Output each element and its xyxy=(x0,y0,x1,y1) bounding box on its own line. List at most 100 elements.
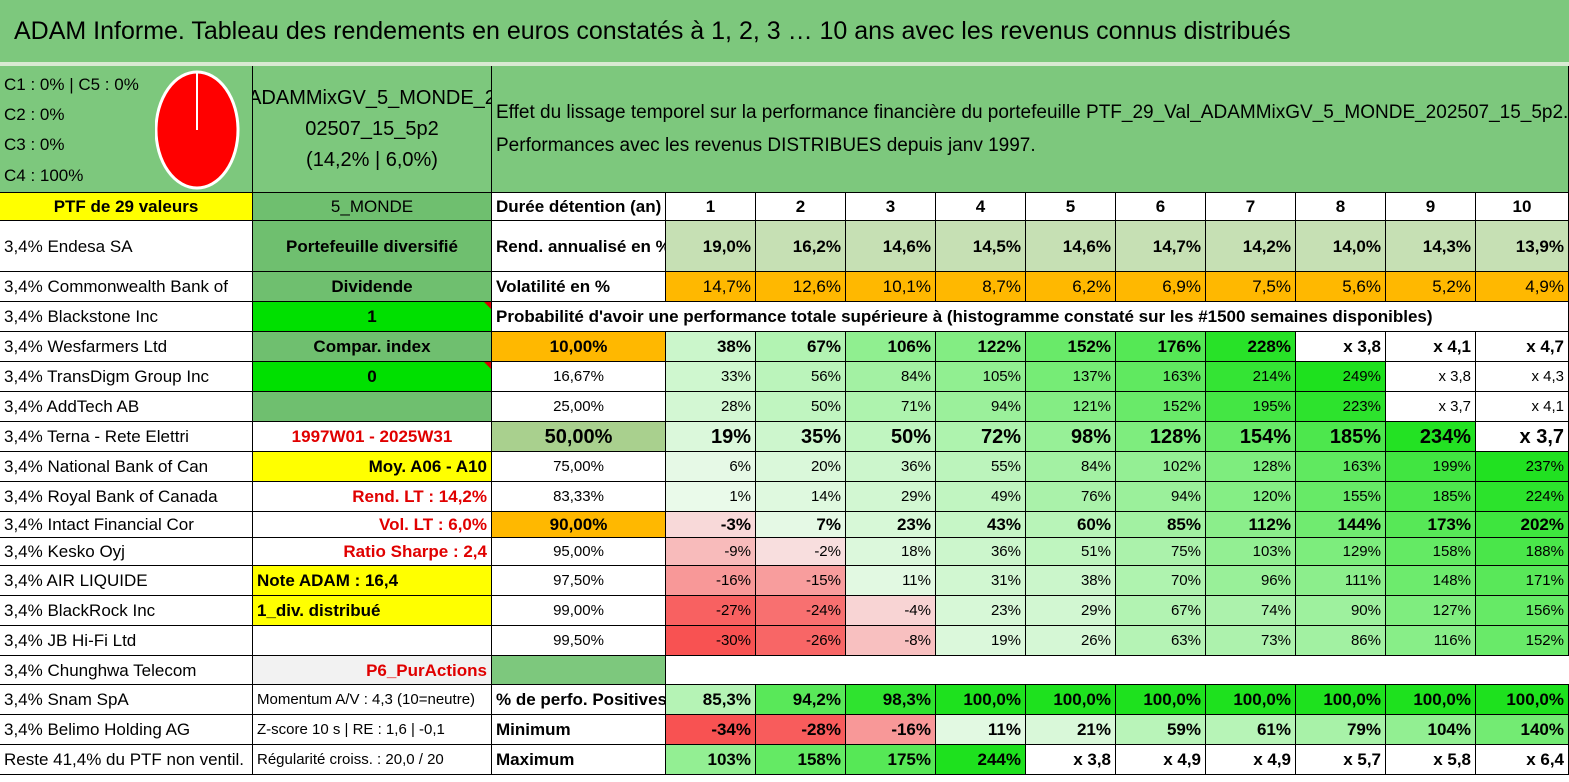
maximum-value: 175% xyxy=(846,745,936,775)
probability-value: 86% xyxy=(1296,626,1386,656)
probability-value: 7% xyxy=(756,512,846,538)
positives-value: 100,0% xyxy=(1116,685,1206,715)
blank-green-cell xyxy=(492,656,666,685)
probability-value: 234% xyxy=(1386,422,1476,452)
probability-value: 36% xyxy=(846,452,936,482)
vol-value: 10,1% xyxy=(846,272,936,302)
probability-value: -16% xyxy=(666,566,756,596)
maximum-value: x 6,4 xyxy=(1476,745,1569,775)
report-title: ADAM Informe. Tableau des rendements en … xyxy=(0,0,1569,62)
probability-threshold: 10,00% xyxy=(492,332,666,362)
holding-row: Reste 41,4% du PTF non ventil. xyxy=(0,745,253,775)
probability-value: -3% xyxy=(666,512,756,538)
probability-value: 148% xyxy=(1386,566,1476,596)
info-cell: 1_div. distribué xyxy=(253,596,492,626)
minimum-value: 79% xyxy=(1296,715,1386,745)
minimum-value: -28% xyxy=(756,715,846,745)
probability-value: 152% xyxy=(1026,332,1116,362)
rend-value: 14,6% xyxy=(1026,221,1116,272)
vol-value: 8,7% xyxy=(936,272,1026,302)
probability-value: 96% xyxy=(1206,566,1296,596)
info-cell xyxy=(253,626,492,656)
probability-value: 223% xyxy=(1296,392,1386,422)
maximum-value: x 3,8 xyxy=(1026,745,1116,775)
info-cell: Régularité croiss. : 20,0 / 20 xyxy=(253,745,492,775)
probability-value: 152% xyxy=(1476,626,1569,656)
probability-value: 90% xyxy=(1296,596,1386,626)
year-header: 10 xyxy=(1476,193,1569,221)
probability-value: -2% xyxy=(756,538,846,566)
year-header: 8 xyxy=(1296,193,1386,221)
year-header: 9 xyxy=(1386,193,1476,221)
portfolio-name-line1: ADAMMixGV_5_MONDE_2 xyxy=(253,86,492,109)
probability-value: 121% xyxy=(1026,392,1116,422)
probability-threshold: 99,50% xyxy=(492,626,666,656)
probability-value: x 4,7 xyxy=(1476,332,1569,362)
holding-row: 3,4% BlackRock Inc xyxy=(0,596,253,626)
vol-value: 6,9% xyxy=(1116,272,1206,302)
probability-value: 105% xyxy=(936,362,1026,392)
positives-value: 98,3% xyxy=(846,685,936,715)
rend-value: 16,2% xyxy=(756,221,846,272)
info-cell xyxy=(253,392,492,422)
probability-value: 29% xyxy=(1026,596,1116,626)
probability-value: 28% xyxy=(666,392,756,422)
positives-value: 100,0% xyxy=(936,685,1026,715)
probability-value: 111% xyxy=(1296,566,1386,596)
probability-value: -30% xyxy=(666,626,756,656)
maximum-value: x 5,7 xyxy=(1296,745,1386,775)
description-line1: Effet du lissage temporel sur la perform… xyxy=(496,101,1569,123)
probability-value: 55% xyxy=(936,452,1026,482)
info-cell: Vol. LT : 6,0% xyxy=(253,512,492,538)
probability-value: 33% xyxy=(666,362,756,392)
probability-value: 176% xyxy=(1116,332,1206,362)
info-cell: 5_MONDE xyxy=(253,193,492,221)
allocation-pie-chart xyxy=(155,70,240,190)
probability-value: x 3,8 xyxy=(1296,332,1386,362)
positives-value: 94,2% xyxy=(756,685,846,715)
probability-value: 72% xyxy=(936,422,1026,452)
info-cell: Portefeuille diversifié xyxy=(253,221,492,272)
probability-value: 188% xyxy=(1476,538,1569,566)
probability-threshold: 25,00% xyxy=(492,392,666,422)
holding-row: 3,4% Terna - Rete Elettri xyxy=(0,422,253,452)
holding-row: 3,4% Royal Bank of Canada xyxy=(0,482,253,512)
holdings-header: PTF de 29 valeurs xyxy=(0,193,253,221)
positives-value: 100,0% xyxy=(1476,685,1569,715)
probability-value: 152% xyxy=(1116,392,1206,422)
probability-value: 74% xyxy=(1206,596,1296,626)
probability-value: 71% xyxy=(846,392,936,422)
rend-value: 14,6% xyxy=(846,221,936,272)
probability-value: 154% xyxy=(1206,422,1296,452)
probability-value: -27% xyxy=(666,596,756,626)
year-header: 1 xyxy=(666,193,756,221)
probability-value: 36% xyxy=(936,538,1026,566)
rend-value: 14,7% xyxy=(1116,221,1206,272)
probability-value: 128% xyxy=(1206,452,1296,482)
probability-value: 51% xyxy=(1026,538,1116,566)
probability-value: -9% xyxy=(666,538,756,566)
probability-value: 67% xyxy=(1116,596,1206,626)
info-cell: Dividende xyxy=(253,272,492,302)
holding-row: 3,4% Snam SpA xyxy=(0,685,253,715)
probability-value: 158% xyxy=(1386,538,1476,566)
probability-value: 199% xyxy=(1386,452,1476,482)
probability-threshold: 90,00% xyxy=(492,512,666,538)
probability-value: 26% xyxy=(1026,626,1116,656)
probability-threshold: 83,33% xyxy=(492,482,666,512)
probability-value: 155% xyxy=(1296,482,1386,512)
positives-value: 100,0% xyxy=(1296,685,1386,715)
allocation-c3: C3 : 0% xyxy=(4,135,65,154)
probability-value: 103% xyxy=(1206,538,1296,566)
probability-value: 94% xyxy=(1116,482,1206,512)
vol-value: 12,6% xyxy=(756,272,846,302)
minimum-label: Minimum xyxy=(492,715,666,745)
year-header: 5 xyxy=(1026,193,1116,221)
minimum-value: 11% xyxy=(936,715,1026,745)
positives-value: 100,0% xyxy=(1206,685,1296,715)
probability-value: 144% xyxy=(1296,512,1386,538)
info-cell: 1 xyxy=(253,302,492,332)
probability-value: 76% xyxy=(1026,482,1116,512)
probability-value: x 3,7 xyxy=(1476,422,1569,452)
